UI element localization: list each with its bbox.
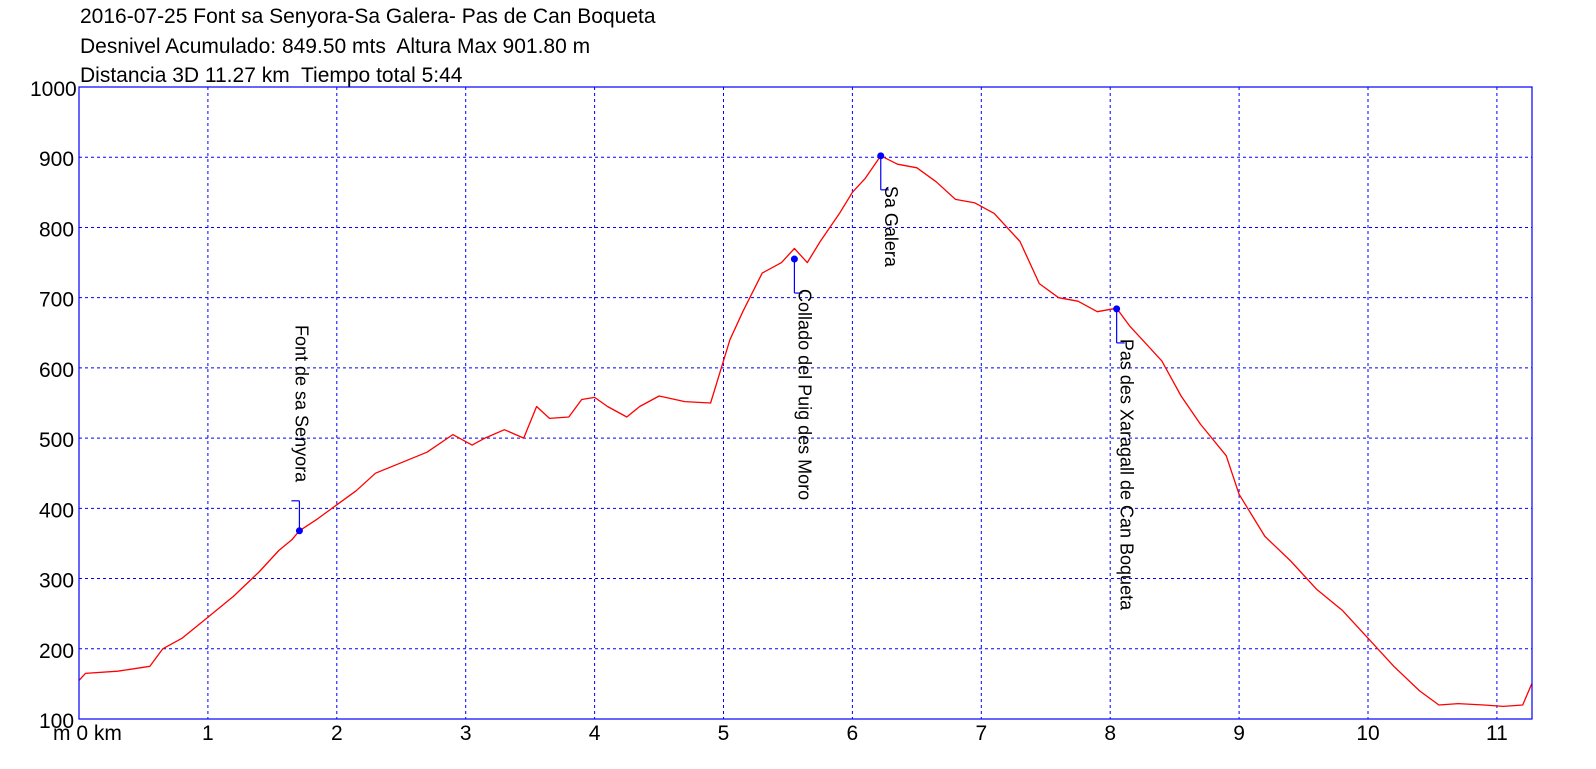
y-tick-label: 600 — [39, 359, 74, 382]
y-tick-label: 300 — [39, 570, 74, 593]
x-tick-label: 5 — [718, 722, 730, 745]
y-tick-label: 400 — [39, 499, 74, 522]
annotation-marker — [877, 152, 885, 160]
annotation-marker — [295, 527, 303, 535]
x-tick-label: m 0 km — [53, 722, 122, 745]
grid-layer — [79, 87, 1532, 719]
x-tick-labels: m 0 km 1 2 3 4 5 6 7 8 9 10 11 — [53, 722, 1508, 745]
x-tick-label: 7 — [975, 722, 987, 745]
annotation-marker — [790, 255, 798, 263]
y-tick-label: 900 — [39, 148, 74, 171]
y-tick-label: 200 — [39, 640, 74, 663]
x-tick-label: 1 — [202, 722, 214, 745]
y-tick-label: 500 — [39, 429, 74, 452]
y-tick-label: 700 — [39, 289, 74, 312]
elevation-summary: Desnivel Acumulado: 849.50 mts Altura Ma… — [80, 34, 591, 58]
waypoint-annotations: Font de sa Senyora Collado del Puig des M… — [291, 152, 1137, 611]
annotation-label: Collado del Puig des Moro — [794, 289, 814, 500]
y-tick-label: 800 — [39, 218, 74, 241]
x-tick-label: 6 — [847, 722, 859, 745]
x-tick-label: 3 — [460, 722, 472, 745]
x-tick-label: 9 — [1233, 722, 1245, 745]
chart-header: 2016-07-25 Font sa Senyora-Sa Galera- Pa… — [80, 2, 656, 91]
y-tick-labels: 100 200 300 400 500 600 700 800 900 1000 — [30, 78, 77, 733]
annotation-label: Sa Galera — [881, 186, 901, 268]
x-tick-label: 11 — [1486, 722, 1508, 745]
distance-time-summary: Distancia 3D 11.27 km Tiempo total 5:44 — [80, 64, 463, 87]
y-tick-label: 100 — [39, 710, 74, 733]
chart-title: 2016-07-25 Font sa Senyora-Sa Galera- Pa… — [80, 5, 656, 28]
x-tick-label: 4 — [589, 722, 601, 745]
y-tick-label: 1000 — [30, 78, 77, 101]
plot-frame — [78, 86, 1533, 720]
x-tick-label: 10 — [1356, 722, 1379, 745]
annotation-marker — [1113, 305, 1121, 313]
annotation-label: Font de sa Senyora — [291, 325, 311, 483]
elevation-profile-line — [78, 155, 1533, 708]
x-tick-label: 8 — [1104, 722, 1116, 745]
annotation-label: Pas des Xaragall de Can Boqueta — [1117, 339, 1137, 611]
x-tick-label: 2 — [331, 722, 343, 745]
